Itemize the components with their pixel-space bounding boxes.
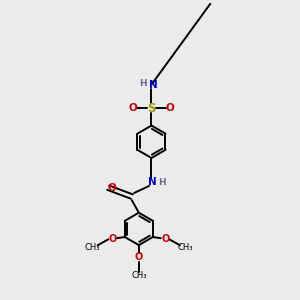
Text: CH₃: CH₃ (85, 243, 100, 252)
Text: O: O (165, 103, 174, 113)
Text: CH₃: CH₃ (131, 271, 147, 280)
Text: N: N (148, 80, 157, 90)
Text: H: H (140, 79, 147, 88)
Text: O: O (129, 103, 138, 113)
Text: S: S (147, 102, 156, 115)
Text: O: O (107, 183, 116, 193)
Text: N: N (148, 177, 157, 187)
Text: O: O (108, 234, 116, 244)
Text: O: O (135, 253, 143, 262)
Text: CH₃: CH₃ (178, 243, 193, 252)
Text: H: H (159, 178, 166, 188)
Text: O: O (161, 234, 169, 244)
